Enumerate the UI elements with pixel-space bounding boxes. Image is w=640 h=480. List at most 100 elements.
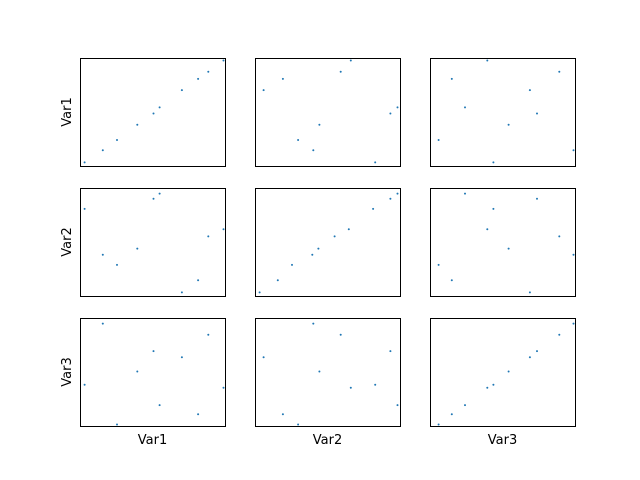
scatter-point	[339, 70, 342, 73]
scatter-point	[281, 77, 284, 80]
scatter-point	[396, 106, 399, 109]
scatter-point	[83, 161, 86, 164]
scatter-point	[437, 139, 440, 141]
row-label-var1: Var1	[60, 97, 75, 126]
scatter-point	[347, 228, 350, 231]
scatter-point	[528, 89, 531, 92]
scatter-point	[558, 70, 561, 73]
scatter-point	[180, 291, 183, 294]
panel-frame-var1-var3	[430, 58, 576, 167]
scatter-point	[197, 279, 200, 282]
scatter-point	[83, 383, 86, 386]
panel-frame-var1-var2	[255, 58, 401, 167]
scatter-point	[437, 423, 440, 426]
scatter-point	[333, 235, 336, 238]
scatter-point	[222, 59, 225, 62]
scatter-point	[116, 263, 118, 266]
panel-frame-var3-var2	[255, 318, 401, 427]
scatter-point	[281, 413, 284, 416]
scatter-point	[507, 123, 510, 126]
col-label-var3: Var3	[488, 433, 517, 448]
scatter-point	[101, 253, 104, 256]
scatter-point	[116, 139, 118, 141]
scatter-point	[492, 383, 495, 386]
scatter-point	[572, 149, 575, 152]
scatter-point	[180, 356, 183, 359]
scatter-point	[152, 350, 155, 353]
scatter-point	[158, 404, 161, 407]
scatter-point	[318, 370, 321, 373]
scatter-point	[136, 123, 139, 126]
scatter-point	[152, 112, 155, 115]
scatter-point	[317, 247, 320, 250]
scatter-point	[318, 123, 321, 126]
panel-frame-var3-var1	[80, 318, 226, 427]
scatter-point	[389, 350, 392, 353]
scatter-point	[207, 333, 210, 336]
scatter-point	[101, 149, 104, 152]
scatter-point	[262, 356, 265, 359]
scatter-point	[262, 89, 265, 92]
scatter-point	[572, 322, 575, 325]
scatter-point	[464, 106, 466, 109]
scatter-point	[558, 333, 561, 336]
scatter-point	[536, 350, 538, 353]
scatter-point	[222, 386, 225, 389]
scatter-point	[222, 228, 225, 231]
scatter-point	[297, 423, 300, 426]
scatter-point	[311, 253, 314, 256]
scatter-point	[536, 197, 538, 200]
scatter-point	[507, 247, 510, 250]
scatter-point	[349, 59, 352, 62]
col-label-var2: Var2	[313, 433, 342, 448]
panel-frame-var2-var3	[430, 188, 576, 297]
scatter-point	[536, 112, 538, 115]
scatter-point	[486, 386, 489, 389]
scatter-point	[152, 197, 155, 200]
scatter-point	[180, 89, 183, 92]
scatter-point	[374, 161, 377, 164]
row-label-var2: Var2	[60, 227, 75, 256]
scatter-point	[339, 333, 342, 336]
scatter-point	[207, 70, 210, 73]
scatter-point	[197, 413, 200, 416]
scatter-point	[464, 192, 466, 195]
scatter-point	[312, 322, 315, 325]
scatter-point	[450, 413, 453, 416]
panel-frame-var2-var1	[80, 188, 226, 297]
scatter-point	[492, 207, 495, 210]
scatter-point	[389, 112, 392, 115]
scatter-point	[389, 197, 392, 200]
scatter-point	[297, 139, 300, 141]
scatter-point	[136, 370, 139, 373]
scatter-point	[312, 149, 315, 152]
scatter-point	[486, 59, 489, 62]
scatter-point	[572, 253, 575, 256]
scatter-point	[396, 404, 399, 407]
scatter-point	[464, 404, 466, 407]
scatter-point	[136, 247, 139, 250]
scatter-point	[528, 291, 531, 294]
row-label-var3: Var3	[60, 357, 75, 386]
scatter-point	[291, 263, 293, 266]
scatter-point	[276, 279, 279, 282]
scatter-point	[101, 322, 104, 325]
panel-frame-var3-var3	[430, 318, 576, 427]
scatter-point	[197, 77, 200, 80]
col-label-var1: Var1	[138, 433, 167, 448]
panel-frame-var2-var2	[255, 188, 401, 297]
scatter-point	[83, 207, 86, 210]
scatter-point	[507, 370, 510, 373]
scatter-point	[450, 279, 453, 282]
scatter-point	[492, 161, 495, 164]
scatter-point	[528, 356, 531, 359]
scatter-point	[258, 291, 261, 294]
scatter-point	[437, 263, 440, 266]
scatter-point	[349, 386, 352, 389]
scatter-panels	[80, 58, 576, 427]
scatter-point	[158, 192, 161, 195]
scatter-point	[207, 235, 210, 238]
scatter-point	[372, 207, 375, 210]
panel-frame-var1-var1	[80, 58, 226, 167]
